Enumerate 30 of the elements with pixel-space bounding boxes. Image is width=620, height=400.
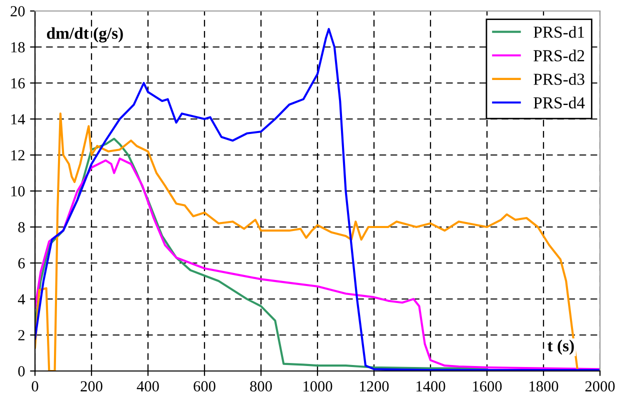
x-tick-label: 400 — [136, 381, 159, 392]
line-series — [35, 138, 488, 370]
x-tick-label: 1800 — [530, 381, 558, 392]
y-tick-label: 12 — [11, 150, 24, 160]
x-axis-title: t (s) — [548, 340, 574, 355]
x-tick-label: 600 — [194, 381, 216, 392]
x-tick-label: 1600 — [473, 381, 502, 392]
x-tick-label: 0 — [32, 381, 38, 392]
legend-label: PRS-d2 — [534, 50, 584, 62]
legend-label: PRS-d3 — [534, 73, 584, 85]
y-tick-label: 0 — [18, 366, 25, 376]
y-tick-label: 8 — [18, 222, 25, 232]
legend-label: PRS-d1 — [534, 26, 584, 38]
y-tick-label: 14 — [11, 114, 26, 124]
y-tick-label: 6 — [18, 258, 25, 268]
y-tick-label: 20 — [10, 6, 25, 16]
y-axis-title: dm/dt (g/s) — [46, 27, 123, 42]
x-tick-label: 1400 — [416, 381, 446, 392]
y-tick-label: 4 — [18, 294, 26, 304]
y-tick-label: 18 — [11, 42, 25, 52]
line-series — [35, 112, 578, 371]
x-tick-label: 1200 — [360, 381, 389, 392]
y-tick-label: 2 — [18, 330, 24, 340]
x-tick-label: 1000 — [304, 381, 332, 392]
x-tick-label: 200 — [80, 381, 102, 392]
x-tick-label: 2000 — [585, 381, 615, 392]
y-tick-label: 16 — [11, 78, 25, 88]
x-tick-label: 800 — [250, 381, 272, 392]
y-tick-label: 10 — [11, 186, 25, 196]
legend-label: PRS-d4 — [534, 96, 585, 108]
